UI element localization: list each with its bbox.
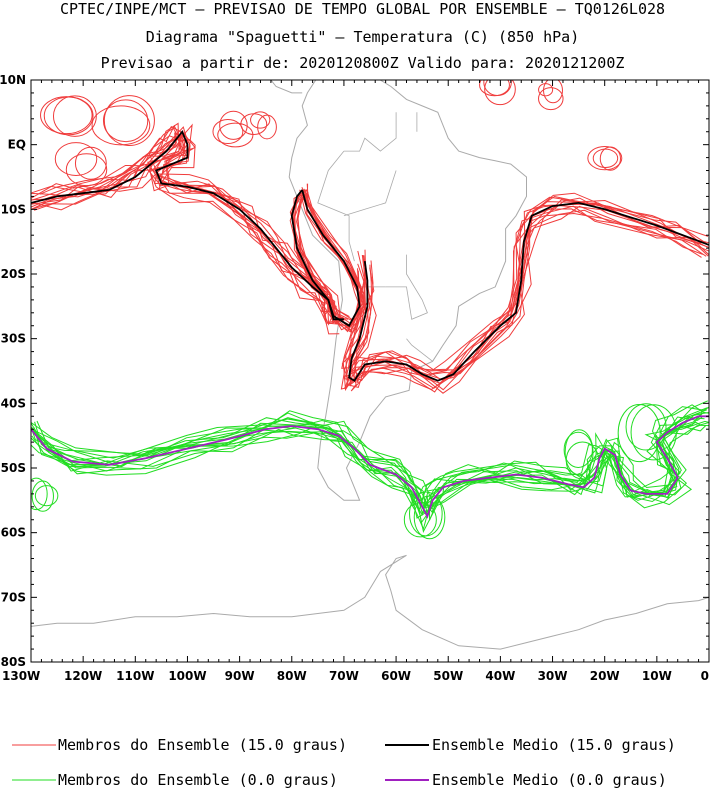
title-line-1: CPTEC/INPE/MCT — PREVISAO DE TEMPO GLOBA… — [59, 0, 666, 18]
ensemble-mean-0-contour — [31, 415, 709, 519]
member-15-contour — [592, 148, 619, 168]
country-border — [406, 338, 433, 362]
lon-tick-label: 60W — [381, 669, 411, 683]
ensemble-mean-15-contour — [290, 189, 361, 327]
member-15-contour — [219, 110, 248, 140]
lon-tick-label: 10W — [642, 669, 672, 683]
legend-members-15: Membros do Ensemble (15.0 graus) — [58, 736, 347, 754]
member-15-contour — [291, 188, 364, 322]
legend-mean-15: Ensemble Medio (15.0 graus) — [432, 736, 676, 754]
member-15-contour — [32, 132, 344, 325]
member-15-contour — [538, 83, 554, 97]
member-15-contour — [346, 205, 709, 394]
legend-members-0: Membros do Ensemble (0.0 graus) — [58, 771, 338, 789]
member-0-contour — [31, 400, 709, 507]
member-15-contour — [91, 105, 151, 146]
lon-tick-label: 90W — [225, 669, 255, 683]
member-15-contour — [65, 153, 108, 187]
lat-tick-label: 40S — [1, 396, 26, 410]
ensemble-mean-15-contour — [348, 201, 709, 382]
lat-tick-label: 50S — [1, 461, 26, 475]
lat-tick-label: 80S — [1, 655, 26, 669]
member-15-contour — [31, 131, 340, 325]
member-15-contour — [257, 114, 277, 140]
member-15-contour — [345, 202, 702, 382]
member-0-contour — [630, 404, 677, 461]
member-15-contour — [538, 87, 564, 111]
member-15-contour — [349, 209, 709, 387]
country-border — [343, 170, 397, 217]
lon-tick-label: 120W — [64, 669, 102, 683]
member-15-contour — [341, 208, 703, 390]
legend-mean-0: Ensemble Medio (0.0 graus) — [432, 771, 667, 789]
member-15-contour — [240, 113, 268, 135]
member-15-contour — [33, 139, 353, 331]
lat-tick-label: 10S — [1, 202, 26, 216]
member-15-contour — [31, 130, 346, 323]
lat-tick-label: 70S — [1, 590, 26, 604]
member-15-contour — [587, 146, 623, 171]
coastline-south-america — [288, 80, 527, 501]
title-line-3: Previsao a partir de: 2020120800Z Valido… — [100, 54, 625, 72]
member-15-contour — [349, 201, 703, 373]
lon-tick-label: 50W — [433, 669, 463, 683]
member-15-contour — [543, 80, 563, 104]
country-border — [343, 112, 397, 152]
member-0-contour — [564, 429, 594, 476]
lon-tick-label: 110W — [116, 669, 154, 683]
lat-tick-label: 10N — [0, 73, 26, 87]
title-line-2: Diagrama "Spaguetti" — Temperatura (C) (… — [145, 28, 580, 46]
lon-tick-label: 70W — [329, 669, 359, 683]
lon-tick-label: 80W — [277, 669, 307, 683]
plot-area — [31, 80, 709, 650]
member-0-contour — [34, 485, 59, 507]
member-15-contour — [103, 95, 155, 146]
member-15-contour — [74, 146, 107, 180]
lon-tick-label: 30W — [538, 669, 568, 683]
member-15-contour — [484, 80, 516, 106]
coastline-central-america — [270, 80, 303, 94]
lon-tick-label: 40W — [485, 669, 515, 683]
coastline-antarctica — [31, 554, 709, 650]
lat-tick-label: 20S — [1, 267, 26, 281]
plot-frame — [30, 79, 710, 663]
lat-tick-label: EQ — [8, 138, 26, 152]
member-0-contour — [625, 403, 667, 451]
member-15-contour — [31, 135, 335, 326]
lon-tick-label: 100W — [168, 669, 206, 683]
member-15-contour — [54, 142, 98, 176]
lat-tick-label: 60S — [1, 526, 26, 540]
member-15-contour — [250, 111, 271, 129]
member-15-contour — [341, 196, 702, 371]
ensemble-mean-15-contour — [31, 129, 344, 321]
member-0-contour — [31, 477, 48, 511]
lon-tick-label: 130W — [2, 669, 40, 683]
country-border — [317, 150, 355, 262]
member-15-contour — [212, 119, 244, 145]
member-0-contour — [31, 404, 704, 507]
member-15-contour — [52, 95, 97, 137]
member-15-contour — [102, 99, 149, 143]
member-15-contour — [483, 80, 512, 97]
member-0-contour — [413, 495, 446, 540]
country-border — [385, 254, 428, 320]
member-15-contour — [39, 123, 349, 320]
member-0-contour — [563, 431, 593, 468]
lat-tick-label: 30S — [1, 332, 26, 346]
member-0-contour — [39, 424, 709, 521]
member-15-contour — [40, 96, 93, 135]
lon-tick-label: 0 — [701, 669, 709, 683]
member-0-contour — [31, 480, 54, 512]
member-15-contour — [217, 122, 254, 148]
lon-tick-label: 20W — [590, 669, 620, 683]
member-0-contour — [617, 403, 661, 463]
member-15-contour — [599, 146, 621, 171]
